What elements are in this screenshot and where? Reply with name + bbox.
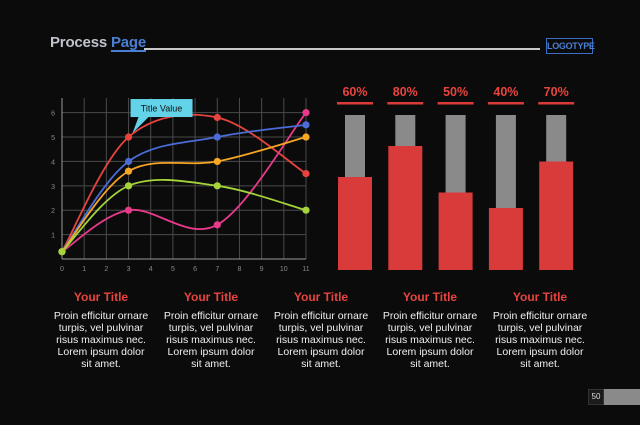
bar-label-underline — [337, 102, 373, 105]
series-line-3 — [61, 123, 307, 253]
data-point — [302, 121, 310, 129]
bar-value-label: 70% — [544, 85, 569, 99]
data-point — [302, 133, 310, 141]
series-line-5 — [61, 179, 307, 253]
x-tick-label: 0 — [60, 266, 64, 273]
bar — [539, 161, 574, 270]
bar — [338, 177, 372, 270]
data-point — [302, 206, 310, 214]
y-tick-label: 4 — [51, 159, 55, 166]
page-number-bar — [604, 389, 640, 405]
data-point — [213, 221, 221, 229]
series-line-1 — [61, 113, 307, 253]
data-point — [124, 133, 133, 141]
column-text: Proin efficitur ornare turpis, vel pulvi… — [163, 310, 259, 370]
bar-chart: 60% 80% 50% 40% 70% — [337, 85, 575, 270]
callout-box — [130, 99, 193, 118]
data-point — [124, 182, 133, 190]
callout-pointer — [132, 117, 149, 134]
bar-value-label: 60% — [342, 85, 367, 99]
bar — [388, 146, 423, 270]
y-tick-label: 3 — [51, 184, 55, 191]
column-title: Your Title — [73, 290, 129, 304]
y-tick-label: 1 — [51, 233, 55, 240]
data-point — [213, 133, 221, 141]
y-tick-label: 6 — [51, 111, 55, 118]
callout-label: Title Value — [141, 104, 183, 114]
page-title: Process Page — [50, 34, 146, 51]
data-point — [58, 248, 66, 256]
bar-value-label: 80% — [393, 85, 418, 99]
column-text: Proin efficitur ornare turpis, vel pulvi… — [492, 310, 588, 370]
x-tick-label: 3 — [127, 266, 131, 273]
data-point — [124, 206, 133, 214]
text-column-3: Your Title Proin efficitur ornare turpis… — [271, 290, 371, 370]
x-tick-label: 1 — [82, 266, 86, 273]
column-text: Proin efficitur ornare turpis, vel pulvi… — [273, 310, 369, 370]
header-divider — [144, 48, 540, 50]
x-tick-label: 10 — [280, 266, 288, 273]
bar-value-label: 40% — [493, 85, 518, 99]
column-text: Proin efficitur ornare turpis, vel pulvi… — [53, 310, 149, 370]
x-tick-label: 11 — [302, 266, 309, 273]
y-tick-label: 5 — [51, 135, 55, 142]
data-point — [124, 167, 133, 175]
column-title: Your Title — [402, 290, 458, 304]
data-point — [124, 157, 133, 166]
x-tick-label: 4 — [149, 266, 153, 273]
text-column-1: Your Title Proin efficitur ornare turpis… — [51, 290, 151, 370]
text-column-4: Your Title Proin efficitur ornare turpis… — [380, 290, 480, 370]
data-point — [213, 113, 221, 122]
column-title: Your Title — [512, 290, 568, 304]
series-line-4 — [61, 136, 307, 253]
page-number: 50 — [588, 389, 604, 405]
page-title-part2: Page — [110, 34, 147, 51]
bar-label-underline — [487, 102, 524, 105]
x-tick-label: 6 — [193, 266, 197, 273]
column-title: Your Title — [183, 290, 239, 304]
bar-label-underline — [387, 102, 424, 105]
x-tick-label: 7 — [215, 266, 219, 273]
data-point — [302, 170, 310, 178]
bar — [438, 192, 473, 270]
bar-label-underline — [437, 102, 474, 105]
x-tick-label: 9 — [260, 266, 264, 273]
page-title-part1: Process — [50, 34, 107, 51]
x-tick-label: 5 — [171, 266, 175, 273]
text-column-5: Your Title Proin efficitur ornare turpis… — [490, 290, 590, 370]
bar-label-underline — [538, 102, 575, 105]
data-point — [213, 157, 221, 166]
series-line-2 — [61, 112, 307, 253]
bar-value-label: 50% — [443, 85, 468, 99]
x-tick-label: 2 — [104, 266, 108, 273]
data-point — [302, 109, 310, 117]
logo: LOGOTYPE — [546, 38, 595, 54]
column-title: Your Title — [293, 290, 349, 304]
x-tick-label: 8 — [238, 266, 242, 273]
bar — [488, 208, 523, 270]
column-text: Proin efficitur ornare turpis, vel pulvi… — [382, 310, 478, 370]
data-point — [213, 182, 221, 190]
text-column-2: Your Title Proin efficitur ornare turpis… — [161, 290, 261, 370]
y-tick-label: 2 — [51, 208, 55, 215]
